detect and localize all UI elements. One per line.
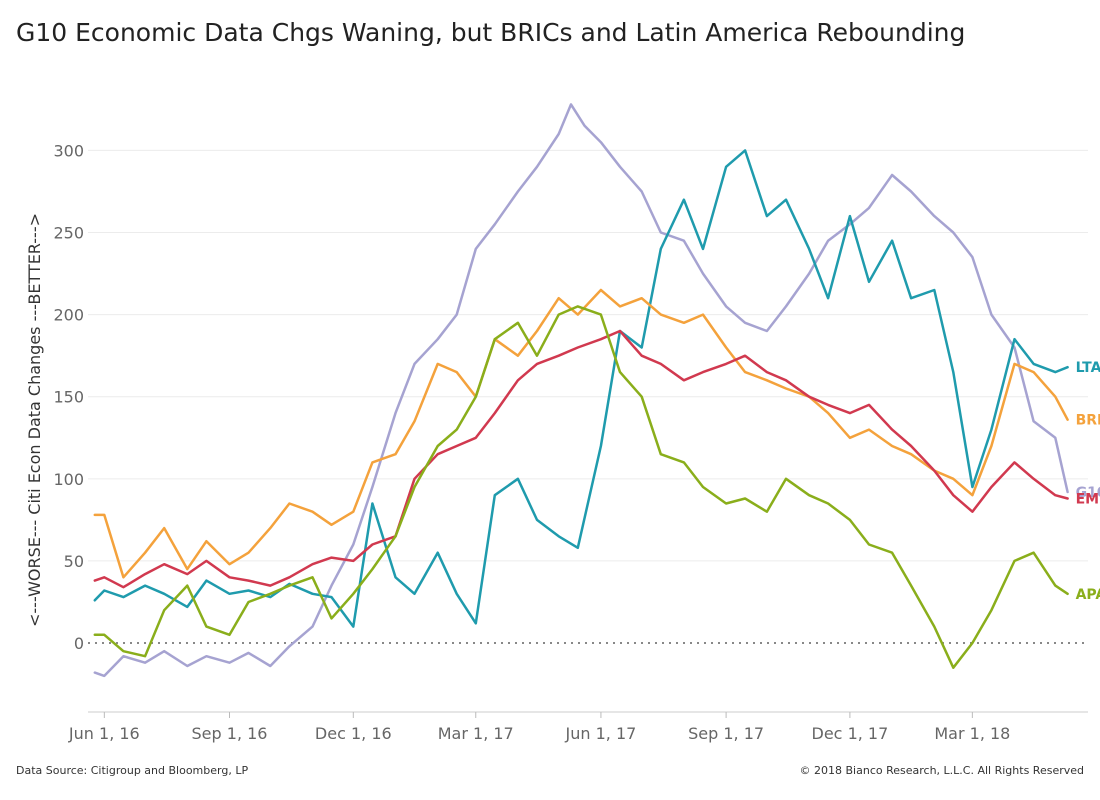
series-label-g10: G10 xyxy=(1076,485,1100,501)
copyright-note: © 2018 Bianco Research, L.L.C. All Right… xyxy=(799,764,1084,777)
y-tick-label: 150 xyxy=(53,388,84,407)
x-tick-label: Dec 1, 16 xyxy=(315,724,392,743)
series-label-bric: BRIC xyxy=(1076,413,1100,429)
y-tick-label: 50 xyxy=(64,552,84,571)
y-tick-label: 250 xyxy=(53,224,84,243)
gridlines xyxy=(88,149,1088,562)
x-axis: Jun 1, 16 Sep 1, 16 Dec 1, 16 Mar 1, 17 Jun … xyxy=(68,712,1010,743)
series-labels: G10 LTAM BRIC EM APAC xyxy=(1076,360,1100,603)
series-lines xyxy=(93,103,1069,678)
y-tick-label: 200 xyxy=(53,306,84,325)
y-axis: 0 50 100 150 200 250 300 xyxy=(53,141,84,653)
y-tick-label: 100 xyxy=(53,470,84,489)
y-tick-label: 300 xyxy=(53,141,84,160)
x-tick-label: Sep 1, 16 xyxy=(192,724,268,743)
y-axis-label: <---WORSE--- Citi Econ Data Changes ---B… xyxy=(25,213,44,627)
chart-title: G10 Economic Data Chgs Waning, but BRICs… xyxy=(16,18,966,47)
x-tick-label: Jun 1, 17 xyxy=(565,724,637,743)
series-line-apac xyxy=(93,305,1069,669)
series-line-em xyxy=(93,329,1069,589)
x-tick-label: Dec 1, 17 xyxy=(812,724,889,743)
series-label-ltam: LTAM xyxy=(1076,360,1100,376)
series-line-g10 xyxy=(93,103,1069,678)
y-tick-label: 0 xyxy=(74,634,84,653)
series-line-ltam xyxy=(93,149,1069,628)
x-tick-label: Mar 1, 18 xyxy=(934,724,1010,743)
x-tick-label: Jun 1, 16 xyxy=(68,724,140,743)
data-source-note: Data Source: Citigroup and Bloomberg, LP xyxy=(16,764,249,777)
x-tick-label: Mar 1, 17 xyxy=(438,724,514,743)
series-label-apac: APAC xyxy=(1076,587,1100,603)
series-label-em: EM xyxy=(1076,492,1100,508)
x-tick-label: Sep 1, 17 xyxy=(688,724,764,743)
series-line-bric xyxy=(93,288,1069,579)
